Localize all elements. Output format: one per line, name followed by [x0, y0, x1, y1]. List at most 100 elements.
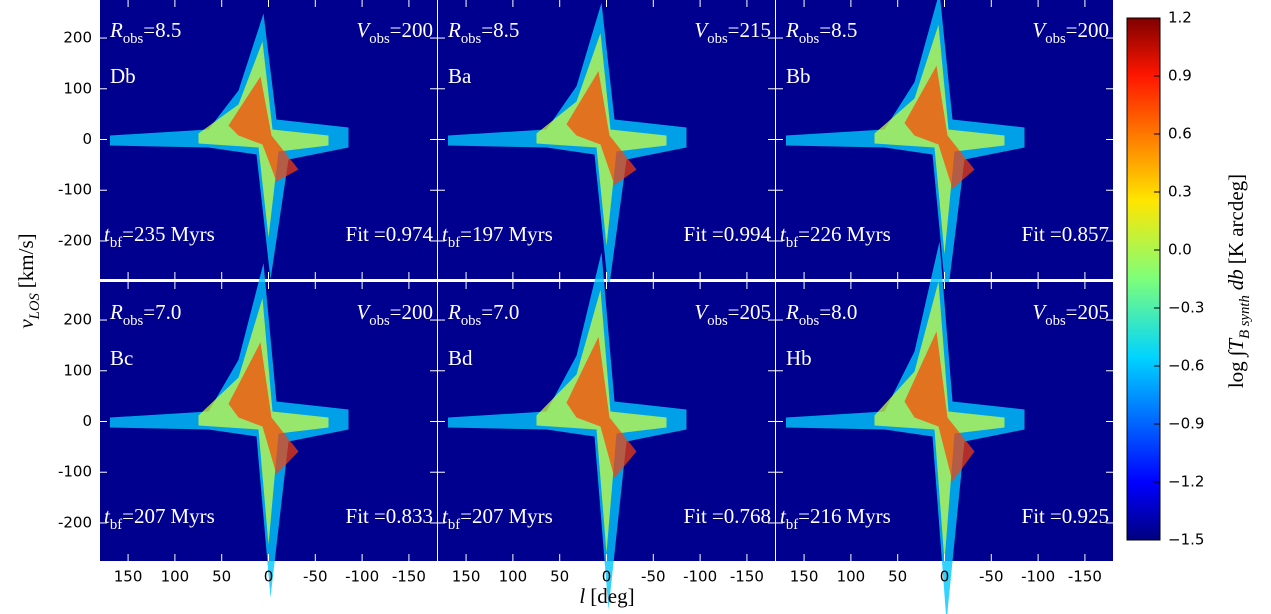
text-part: 197 [472, 222, 504, 246]
text-part: 7.0 [155, 300, 181, 324]
text-part: [km/s] [14, 233, 38, 288]
v-obs-annotation: Vobs=200 [1032, 18, 1109, 48]
text-part: Myrs [508, 504, 552, 528]
x-tick-label: 0 [602, 568, 612, 586]
text-part: 216 [810, 504, 842, 528]
x-tick-label: 0 [940, 568, 950, 586]
text-part: db [1224, 269, 1248, 290]
text-part: 8.5 [831, 18, 857, 42]
text-part: = [122, 504, 134, 528]
t-bf-annotation: tbf=226 Myrs [780, 222, 891, 252]
text-part: V [356, 18, 371, 42]
y-axis-label: vLOS [km/s] [14, 233, 44, 328]
text-part: t [780, 222, 787, 246]
panel [438, 0, 775, 292]
x-tick-label: -150 [1068, 568, 1102, 586]
colorbar-tick-label: −0.6 [1168, 357, 1204, 375]
text-part: R [447, 18, 461, 42]
r-obs-annotation: Robs=8.5 [447, 18, 519, 48]
r-obs-annotation: Robs=8.5 [785, 18, 857, 48]
emission-decor [448, 252, 687, 610]
text-part: bf [110, 235, 122, 251]
text-part: = [390, 300, 402, 324]
text-part: l [579, 584, 585, 608]
x-tick-label: -50 [303, 568, 328, 586]
panel [776, 0, 1113, 304]
t-bf-annotation: tbf=197 Myrs [442, 222, 553, 252]
x-tick-label: 100 [499, 568, 528, 586]
fit-annotation: Fit =0.833 [346, 504, 433, 528]
colorbar-tick-label: −1.2 [1168, 473, 1204, 491]
text-part: V [694, 300, 709, 324]
x-tick-label: 150 [452, 568, 481, 586]
text-part: 235 [134, 222, 166, 246]
text-part: 8.5 [493, 18, 519, 42]
emission-decor [786, 241, 1025, 614]
emission-decor [566, 71, 637, 186]
colorbar [1126, 17, 1161, 541]
x-tick-label: 50 [888, 568, 907, 586]
panel [100, 0, 437, 280]
text-part: t [780, 504, 787, 528]
t-bf-annotation: tbf=207 Myrs [442, 504, 553, 534]
emission-decor [228, 342, 299, 475]
x-tick-label: 50 [550, 568, 569, 586]
r-obs-annotation: Robs=7.0 [447, 300, 519, 330]
text-part: V [1032, 300, 1047, 324]
text-part: 8.0 [831, 300, 857, 324]
text-part: R [109, 18, 123, 42]
text-part: 200 [402, 300, 434, 324]
text-part: obs [1045, 31, 1066, 47]
emission-decor [904, 65, 975, 189]
text-part: obs [1045, 313, 1066, 329]
text-part: 8.5 [155, 18, 181, 42]
colorbar-tick-label: 0.6 [1168, 125, 1192, 143]
text-part: obs [461, 31, 482, 47]
text-part: obs [369, 313, 390, 329]
text-part: R [109, 300, 123, 324]
text-part: = [390, 18, 402, 42]
r-obs-annotation: Robs=8.5 [109, 18, 181, 48]
text-part: v [14, 319, 38, 329]
text-part: 207 [472, 504, 504, 528]
text-part: = [481, 18, 493, 42]
text-part: = [798, 222, 810, 246]
text-part: bf [786, 235, 798, 251]
colorbar-tick-label: −0.9 [1168, 415, 1204, 433]
text-part: = [819, 300, 831, 324]
text-part: Fit [1022, 222, 1046, 246]
text-part: = [1050, 222, 1062, 246]
text-part: Myrs [846, 504, 890, 528]
t-bf-annotation: tbf=235 Myrs [104, 222, 215, 252]
text-part: 0.925 [1062, 504, 1109, 528]
y-tick-label: 0 [82, 412, 92, 430]
text-part: 207 [134, 504, 166, 528]
text-part: 200 [402, 18, 434, 42]
text-part: = [143, 18, 155, 42]
colorbar-tick-label: 0.9 [1168, 67, 1192, 85]
panel [438, 252, 775, 610]
text-part: t [104, 504, 111, 528]
emission-decor [228, 76, 299, 182]
text-part: = [819, 18, 831, 42]
text-part: log [1224, 361, 1248, 388]
text-part: R [785, 18, 799, 42]
text-part: Fit [684, 504, 708, 528]
y-tick-label: 100 [63, 79, 92, 97]
colorbar-tick-label: 0.3 [1168, 183, 1192, 201]
fit-annotation: Fit =0.974 [346, 222, 434, 246]
text-part: obs [707, 313, 728, 329]
x-axis-label: l [deg] [579, 584, 634, 608]
emission-decor [566, 336, 637, 478]
text-part: = [374, 222, 386, 246]
text-part: 0.833 [386, 504, 433, 528]
x-tick-label: -50 [641, 568, 666, 586]
text-part: = [460, 504, 472, 528]
panel [100, 263, 437, 598]
text-part: V [694, 18, 709, 42]
text-part: [deg] [590, 584, 634, 608]
text-part: obs [369, 31, 390, 47]
colorbar-tick-label: 1.2 [1168, 9, 1192, 27]
v-obs-annotation: Vobs=205 [1032, 300, 1109, 330]
model-label: Db [110, 64, 136, 88]
